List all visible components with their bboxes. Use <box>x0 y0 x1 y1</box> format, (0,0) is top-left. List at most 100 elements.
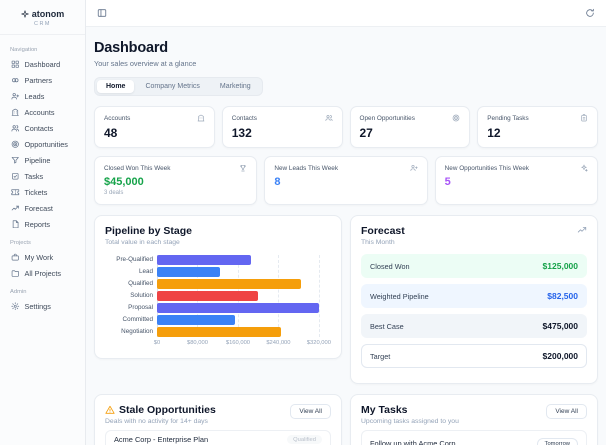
forecast-row-label: Best Case <box>370 321 404 331</box>
stale-opportunities-panel: Stale Opportunities Deals with no activi… <box>94 394 342 445</box>
forecast-row-value: $475,000 <box>542 321 578 331</box>
stale-view-all-button[interactable]: View All <box>290 404 331 419</box>
sidebar-item-tickets[interactable]: Tickets <box>8 184 77 200</box>
tasks-icon <box>11 172 20 181</box>
gridline <box>318 255 320 337</box>
task-list: Follow up with Acme CorpTomorrowPrepare … <box>361 430 587 445</box>
sidebar-item-partners[interactable]: Partners <box>8 72 77 88</box>
building-icon <box>197 114 205 122</box>
gridline <box>278 255 280 337</box>
chart-category-label: Proposal <box>128 304 153 312</box>
weekly-card-value: 5 <box>444 176 451 188</box>
sidebar-nav: Navigation Dashboard Partners Leads Accounts… <box>0 35 85 322</box>
sidebar-item-opportunities[interactable]: Opportunities <box>8 136 77 152</box>
stat-card-value: 12 <box>487 126 501 140</box>
sidebar-item-reports[interactable]: Reports <box>8 216 77 232</box>
forecast-subtitle: This Month <box>361 239 395 246</box>
sidebar-item-label: Leads <box>24 91 45 101</box>
sidebar-item-label: Partners <box>24 75 53 85</box>
chart-bar <box>157 303 319 313</box>
pipeline-chart-rows: Pre-Qualified Lead Qualified Solution Propos… <box>105 255 331 337</box>
tickets-icon <box>11 188 20 197</box>
sidebar-item-contacts[interactable]: Contacts <box>8 120 77 136</box>
nav-section-label: Navigation <box>10 47 38 53</box>
sidebar-item-label: Forecast <box>24 203 53 213</box>
forecast-row-value: $82,500 <box>547 291 578 301</box>
stat-card-contacts: Contacts 132 <box>221 106 343 148</box>
chart-category-label: Negotiation <box>121 328 153 336</box>
stale-subtitle: Deals with no activity for 14+ days <box>105 418 208 425</box>
tasks-subtitle: Upcoming tasks assigned to you <box>361 418 459 425</box>
stat-cards-row: Accounts 48 Contacts 132 Open Opportunities 2… <box>94 106 598 148</box>
task-name: Follow up with Acme Corp <box>370 439 456 445</box>
tab-marketing[interactable]: Marketing <box>211 80 260 93</box>
middle-panels-row: Pipeline by Stage Total value in each st… <box>94 215 598 384</box>
forecast-row-label: Target <box>370 351 391 361</box>
sidebar-item-dashboard[interactable]: Dashboard <box>8 56 77 72</box>
weekly-card-label: New Leads This Week <box>274 164 339 172</box>
opportunity-name: Acme Corp - Enterprise Plan <box>114 435 209 444</box>
sidebar-item-accounts[interactable]: Accounts <box>8 104 77 120</box>
axis-tick-label: $320,000 <box>306 339 331 346</box>
chart-category-label: Qualified <box>128 280 153 288</box>
forecast-row-target: Target $200,000 <box>361 344 587 368</box>
settings-icon <box>11 302 20 311</box>
chart-category-label: Solution <box>130 292 153 300</box>
chart-bar <box>157 267 221 277</box>
pipeline-chart: Pre-Qualified Lead Qualified Solution Propos… <box>105 255 331 349</box>
pipeline-icon <box>11 156 20 165</box>
target-icon <box>452 114 460 122</box>
stat-card-value: 132 <box>231 126 252 140</box>
tab-company-metrics[interactable]: Company Metrics <box>136 80 208 93</box>
trophy-icon <box>239 164 247 172</box>
forecast-row-label: Closed Won <box>370 261 410 271</box>
tasks-view-all-button[interactable]: View All <box>546 404 587 419</box>
stat-card-value: 48 <box>104 126 118 140</box>
sidebar-item-label: Contacts <box>24 123 54 133</box>
sidebar-toggle-icon[interactable] <box>97 8 107 18</box>
due-badge: Tomorrow <box>536 437 578 445</box>
sidebar-item-label: Accounts <box>24 107 55 117</box>
leads-icon <box>11 92 20 101</box>
task-item[interactable]: Follow up with Acme Corp Tomorrow <box>361 430 587 445</box>
pipeline-title: Pipeline by Stage <box>105 225 192 237</box>
sidebar-item-leads[interactable]: Leads <box>8 88 77 104</box>
weekly-card-sub <box>274 190 417 197</box>
sparkle-icon <box>580 164 588 172</box>
tasks-title: My Tasks <box>361 404 408 416</box>
forecast-row-closed-won: Closed Won $125,000 <box>361 254 587 278</box>
chart-row: Committed <box>105 315 331 325</box>
chart-row: Negotiation <box>105 327 331 337</box>
weekly-card-value: $45,000 <box>104 176 144 188</box>
stale-opportunity-item[interactable]: Acme Corp - Enterprise PlanAcme Corporat… <box>105 430 331 445</box>
refresh-icon[interactable] <box>585 8 595 18</box>
sidebar-item-tasks[interactable]: Tasks <box>8 168 77 184</box>
stat-card-accounts: Accounts 48 <box>94 106 215 148</box>
partners-icon <box>11 76 20 85</box>
chart-bar <box>157 279 302 289</box>
sidebar-item-label: Dashboard <box>24 59 61 69</box>
user-plus-icon <box>410 164 418 172</box>
chart-row: Qualified <box>105 279 331 289</box>
projects-icon <box>11 269 20 278</box>
stat-card-label: Pending Tasks <box>487 114 529 122</box>
sidebar-item-my-work[interactable]: My Work <box>8 249 77 265</box>
axis-tick-label: $0 <box>153 339 161 346</box>
sidebar-item-forecast[interactable]: Forecast <box>8 200 77 216</box>
sidebar-item-label: Tasks <box>24 171 44 181</box>
topbar <box>86 0 606 27</box>
sidebar-item-settings[interactable]: Settings <box>8 298 77 314</box>
sidebar-item-pipeline[interactable]: Pipeline <box>8 152 77 168</box>
page-subtitle: Your sales overview at a glance <box>94 59 197 68</box>
stat-card-open-opportunities: Open Opportunities 27 <box>349 106 471 148</box>
chart-category-label: Pre-Qualified <box>116 256 153 264</box>
axis-tick-label: $240,000 <box>266 339 291 346</box>
axis-tick-label: $80,000 <box>186 339 208 346</box>
weekly-card-sub: 3 deals <box>104 190 124 196</box>
stat-card-label: Accounts <box>104 114 131 122</box>
page-title: Dashboard <box>94 40 168 56</box>
tab-home[interactable]: Home <box>97 80 135 93</box>
nav-section-label: Admin <box>10 289 27 295</box>
sidebar-item-all-projects[interactable]: All Projects <box>8 265 77 281</box>
brand: atonom CRM <box>0 0 85 35</box>
